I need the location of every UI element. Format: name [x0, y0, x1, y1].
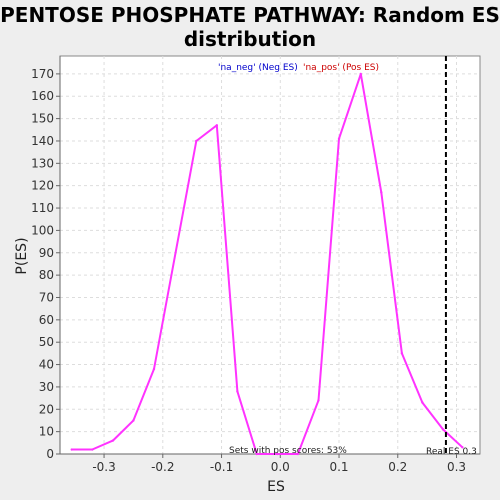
- grid: [60, 56, 480, 455]
- x-tick-label: 0.2: [388, 460, 407, 474]
- y-tick-label: 30: [39, 380, 54, 394]
- data-point: [400, 352, 404, 355]
- data-point: [70, 448, 73, 451]
- legend: 'na_neg' (Neg ES) 'na_pos' (Pos ES): [218, 63, 379, 73]
- data-point: [215, 124, 219, 127]
- y-tick-label: 0: [46, 447, 54, 461]
- data-point: [91, 448, 94, 451]
- data-point: [296, 452, 300, 456]
- y-tick-label: 20: [39, 402, 54, 416]
- y-tick-label: 10: [39, 425, 54, 439]
- data-point: [236, 390, 239, 393]
- x-tick-label: -0.1: [210, 460, 233, 474]
- x-tick-label: 0.0: [271, 460, 290, 474]
- data-point: [255, 452, 258, 456]
- plot-area: [59, 55, 481, 455]
- data-point: [317, 399, 320, 402]
- chart-title-line1: PENTOSE PHOSPHATE PATHWAY: Random ES: [0, 3, 500, 27]
- x-tick-label: -0.3: [92, 460, 115, 474]
- y-tick-label: 70: [39, 290, 54, 304]
- pos-scores-annotation: Sets with pos scores: 53%: [229, 446, 347, 456]
- y-tick-label: 140: [31, 134, 54, 148]
- y-tick-label: 90: [39, 246, 54, 260]
- real-es-label: Real ES 0.3: [426, 447, 477, 457]
- data-point: [421, 401, 424, 404]
- data-point: [380, 191, 383, 194]
- chart-title-line2: distribution: [184, 27, 316, 51]
- y-tick-label: 80: [39, 268, 54, 282]
- y-tick-label: 160: [31, 89, 54, 103]
- data-point: [276, 452, 279, 456]
- y-tick-label: 40: [39, 358, 54, 372]
- data-point: [111, 439, 115, 442]
- data-point: [461, 446, 464, 449]
- x-tick-label: 0.3: [447, 460, 466, 474]
- y-axis-label: P(ES): [14, 237, 30, 274]
- y-tick-label: 130: [31, 156, 54, 170]
- data-point: [152, 367, 156, 371]
- y-tick-label: 120: [31, 179, 54, 193]
- x-axis-label: ES: [267, 479, 285, 495]
- x-tick-label: -0.2: [151, 460, 174, 474]
- legend-pos-entry: 'na_pos' (Pos ES): [303, 63, 379, 73]
- y-tick-label: 170: [31, 67, 54, 81]
- y-tick-label: 150: [31, 112, 54, 126]
- y-tick-label: 100: [31, 223, 54, 237]
- y-tick-label: 50: [39, 335, 54, 349]
- series-layer: [70, 72, 464, 456]
- axes: 0 10 20 30 40 50 60 70 80 90 100 110 120 130 140 150 160…: [31, 56, 480, 474]
- x-tick-label: 0.1: [329, 460, 348, 474]
- legend-neg-entry: 'na_neg' (Neg ES): [218, 63, 298, 73]
- data-point: [337, 137, 341, 140]
- data-point: [132, 419, 135, 422]
- data-point: [195, 139, 198, 143]
- y-tick-label: 110: [31, 201, 54, 215]
- data-point: [359, 72, 362, 76]
- data-point: [441, 428, 445, 431]
- y-tick-label: 60: [39, 313, 54, 327]
